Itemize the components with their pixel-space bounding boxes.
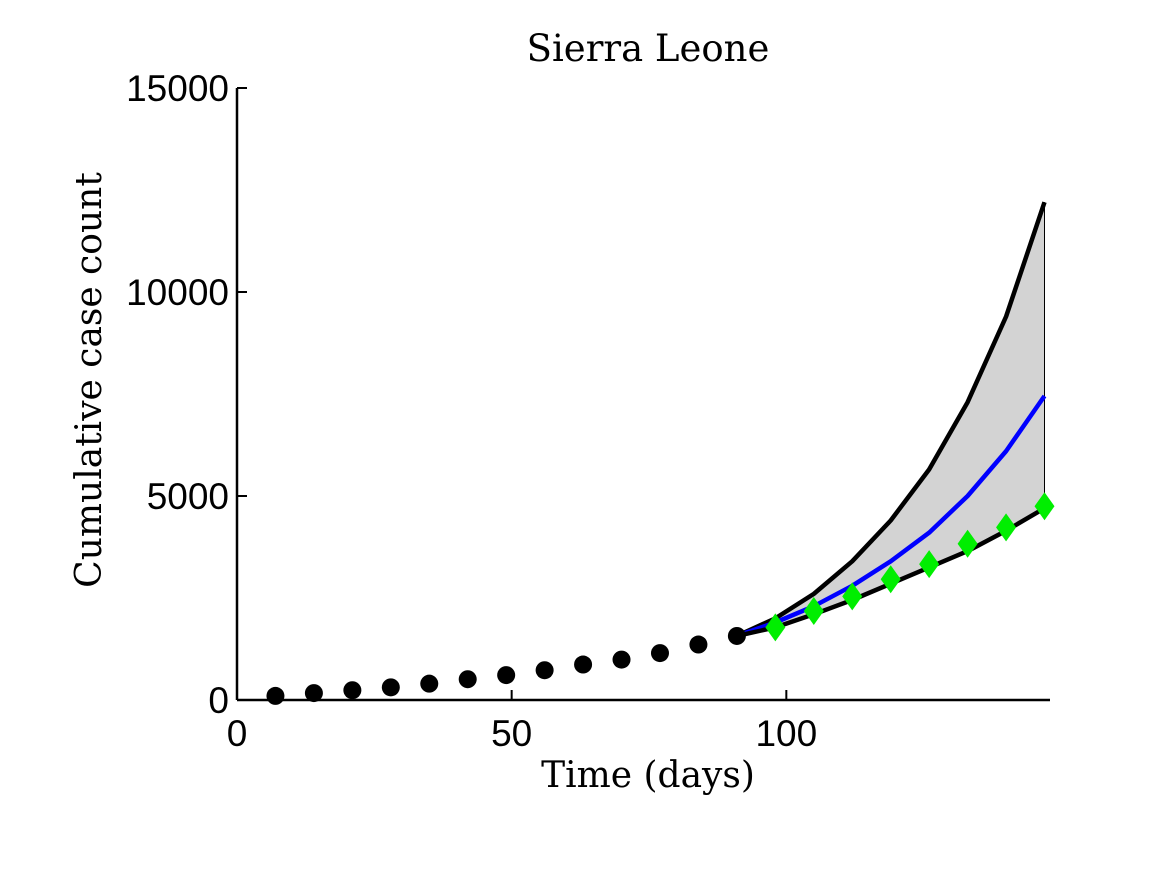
validation-point <box>842 582 863 611</box>
y-tick-label: 10000 <box>126 272 229 313</box>
validation-point <box>919 550 940 579</box>
x-tick-label: 50 <box>491 713 532 754</box>
observed-point <box>650 644 669 663</box>
y-tick-label: 0 <box>208 680 229 721</box>
observed-point <box>727 626 746 645</box>
observed-point <box>535 661 554 680</box>
x-tick-label: 100 <box>755 713 817 754</box>
observed-point <box>266 686 285 705</box>
forecast-mean-line <box>736 394 1047 639</box>
y-tick-label: 5000 <box>147 476 229 517</box>
observed-point <box>689 635 708 654</box>
axes <box>235 88 1050 702</box>
y-tick-label: 15000 <box>126 68 229 109</box>
validation-point <box>880 565 901 594</box>
observed-point <box>381 678 400 697</box>
chart-title: Sierra Leone <box>527 27 770 70</box>
observed-point <box>420 674 439 693</box>
observed-point <box>304 684 323 703</box>
observed-point <box>458 670 477 689</box>
observed-point <box>574 655 593 674</box>
validation-point <box>957 529 978 558</box>
x-axis-label: Time (days) <box>541 755 755 796</box>
data-points-layer <box>266 492 1055 705</box>
validation-point <box>765 613 786 642</box>
observed-point <box>343 681 362 700</box>
validation-point <box>803 597 824 626</box>
validation-point <box>1034 492 1055 521</box>
forecast-upper-line <box>735 201 1047 638</box>
observed-point <box>497 666 516 685</box>
x-tick-label: 0 <box>227 713 248 754</box>
ticks-layer: 0 5000 10000 15000 0 50 100 <box>126 68 817 754</box>
observed-point <box>612 650 631 669</box>
validation-point <box>996 513 1017 542</box>
y-axis-label: Cumulative case count <box>69 172 110 588</box>
